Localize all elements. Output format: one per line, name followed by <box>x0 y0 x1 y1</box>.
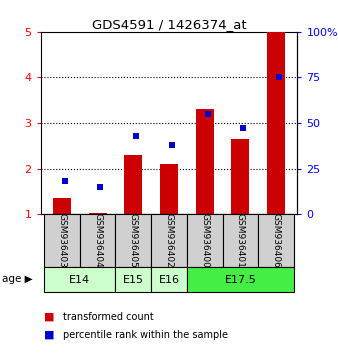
Bar <box>53 198 71 214</box>
Text: GSM936406: GSM936406 <box>271 213 281 268</box>
Text: GSM936404: GSM936404 <box>93 213 102 268</box>
Text: GSM936402: GSM936402 <box>165 213 173 268</box>
Bar <box>116 267 151 292</box>
Title: GDS4591 / 1426374_at: GDS4591 / 1426374_at <box>92 18 246 31</box>
Text: age ▶: age ▶ <box>2 274 32 284</box>
Text: E17.5: E17.5 <box>224 275 256 285</box>
Text: E14: E14 <box>69 275 90 285</box>
Bar <box>116 214 151 267</box>
Text: E16: E16 <box>159 275 179 285</box>
Text: transformed count: transformed count <box>63 312 153 322</box>
Bar <box>151 267 187 292</box>
Text: GSM936403: GSM936403 <box>57 213 67 268</box>
Bar <box>258 214 294 267</box>
Bar <box>89 213 106 214</box>
Bar <box>232 139 249 214</box>
Text: E15: E15 <box>123 275 144 285</box>
Bar <box>196 109 214 214</box>
Bar <box>187 267 294 292</box>
Text: ■: ■ <box>44 330 54 339</box>
Bar <box>187 214 222 267</box>
Text: percentile rank within the sample: percentile rank within the sample <box>63 330 227 339</box>
Bar <box>80 214 116 267</box>
Bar <box>44 214 80 267</box>
Text: GSM936405: GSM936405 <box>129 213 138 268</box>
Bar <box>44 267 116 292</box>
Bar <box>222 214 258 267</box>
Text: ■: ■ <box>44 312 54 322</box>
Bar <box>267 32 285 214</box>
Bar <box>124 155 142 214</box>
Text: GSM936401: GSM936401 <box>236 213 245 268</box>
Bar <box>151 214 187 267</box>
Bar <box>160 164 178 214</box>
Text: GSM936400: GSM936400 <box>200 213 209 268</box>
